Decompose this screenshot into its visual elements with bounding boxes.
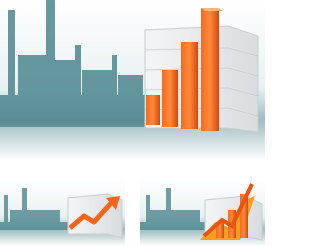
ground bbox=[0, 117, 150, 127]
bar bbox=[181, 42, 198, 129]
bar bbox=[162, 70, 178, 127]
bar bbox=[146, 95, 160, 125]
illustration bbox=[0, 0, 265, 246]
panel-bars-arrow bbox=[140, 180, 265, 246]
panel-arrow bbox=[0, 180, 125, 246]
bar bbox=[201, 8, 219, 131]
main-panel bbox=[0, 0, 265, 160]
